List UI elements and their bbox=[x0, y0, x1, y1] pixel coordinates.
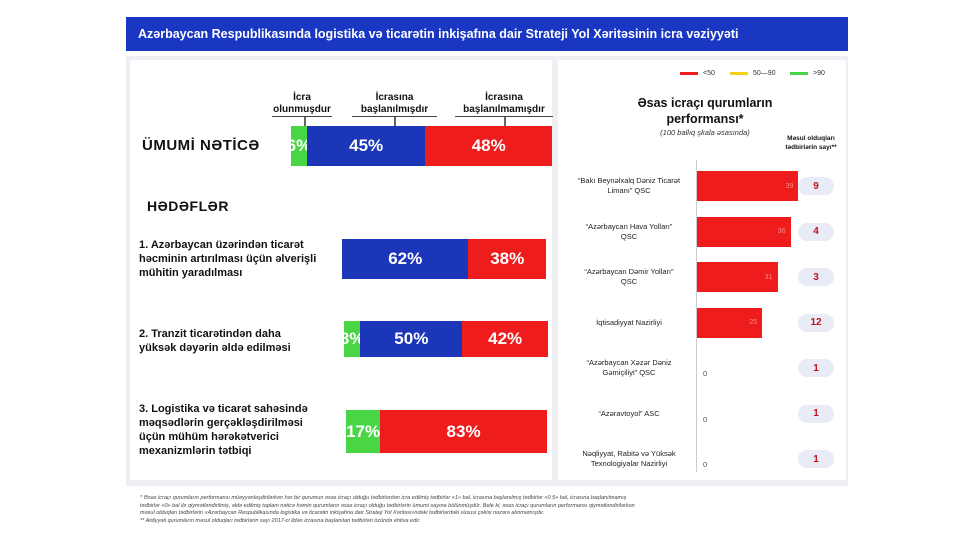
goal-1-label-line3: mühitin yaradılması bbox=[139, 267, 243, 279]
goal-1-label: 1. Azərbaycan üzərindən ticarət həcminin… bbox=[139, 238, 316, 280]
entity-label-line: Limanı” QSC bbox=[607, 186, 651, 195]
entity-label-line: Texnologiyalar Nazirliyi bbox=[590, 459, 668, 468]
entity-label-line: “Azərbaycan Xəzər Dəniz bbox=[586, 358, 672, 367]
col-header-done-line2: olunmuşdur bbox=[272, 104, 332, 117]
col-header-started-line1: İcrasına bbox=[375, 92, 414, 103]
legend-swatch-mid bbox=[730, 72, 748, 75]
measure-count-badge: 1 bbox=[798, 404, 834, 423]
entity-label-line: QSC bbox=[620, 231, 638, 241]
measure-count-badge: 9 bbox=[798, 177, 834, 195]
page-header: Azərbaycan Respublikasında logistika və … bbox=[126, 17, 848, 51]
goal-2-label-line1: 2. Tranzit ticarətindən daha bbox=[139, 328, 281, 340]
goal-3-label-line1: 3. Logistika və ticarət sahəsində bbox=[139, 403, 308, 415]
entity-label-line: “Bakı Beynəlxalq Dəniz Ticarət bbox=[577, 176, 681, 185]
goal-3-label-line2: məqsədlərin gerçəkləşdirilməsi bbox=[139, 417, 303, 429]
performance-bar: 31 bbox=[697, 262, 778, 292]
col-header-not-started-line1: İcrasına bbox=[485, 92, 523, 103]
entity-label-line: “Azərbaycan Hava Yolları” bbox=[585, 221, 673, 231]
col-header-not-started: İcrasına başlanılmamışdır bbox=[455, 92, 553, 117]
overall-segment-started: 45% bbox=[306, 126, 426, 166]
measure-count-badge: 1 bbox=[798, 359, 834, 377]
goal-1-label-line1: 1. Azərbaycan üzərindən ticarət bbox=[139, 239, 304, 251]
col-tick-not-started bbox=[504, 117, 506, 127]
col-header-not-started-line2: başlanılmamışdır bbox=[455, 104, 553, 117]
col-tick-done bbox=[304, 117, 306, 127]
goal-2-segment-started: 50% bbox=[360, 321, 463, 357]
entity-label-line: İqtisadiyyat Nazirliyi bbox=[596, 317, 662, 327]
count-header-line1: Məsul olduqları bbox=[787, 135, 835, 142]
entity-label: “Azərbaycan Dəmir Yolları” QSC bbox=[566, 267, 692, 287]
performance-title-line1: Əsas icraçı qurumların bbox=[637, 96, 773, 110]
performance-zero-label: 0 bbox=[703, 460, 708, 469]
col-tick-started bbox=[394, 117, 396, 127]
goal-2-label-line2: yüksək dəyərin əldə edilməsi bbox=[139, 342, 291, 354]
footnote-line3: məsul olduqları tədbirlərin «Azərbaycan … bbox=[140, 510, 545, 516]
entity-label-line: Gəmiçiliyi” QSC bbox=[602, 368, 656, 377]
performance-zero-label: 0 bbox=[703, 414, 708, 424]
goals-title: HƏDƏFLƏR bbox=[147, 198, 229, 214]
goal-2-segment-done: 8% bbox=[340, 321, 364, 357]
col-header-done-line1: İcra bbox=[293, 92, 311, 103]
footnote: * Əsas icraçı qurumların performansı müə… bbox=[140, 495, 845, 525]
goal-2-label: 2. Tranzit ticarətindən daha yüksək dəyə… bbox=[139, 327, 291, 355]
performance-axis bbox=[696, 160, 697, 472]
performance-bar: 25 bbox=[697, 307, 762, 338]
legend-item-high: >90 bbox=[790, 70, 825, 77]
goal-1-label-line2: həcminin artırılması üçün əlverişli bbox=[139, 253, 317, 265]
goal-3-bar: 17% 83% bbox=[346, 410, 547, 453]
overall-segment-not-started: 48% bbox=[425, 126, 552, 166]
legend-item-low: <50 bbox=[680, 70, 715, 77]
measure-count-badge: 12 bbox=[798, 313, 834, 332]
entity-label: İqtisadiyyat Nazirliyi bbox=[566, 318, 692, 328]
legend-label-low: <50 bbox=[703, 70, 715, 77]
performance-zero-label: 0 bbox=[703, 369, 708, 378]
col-header-done: İcra olunmuşdur bbox=[272, 92, 332, 117]
count-header-line2: tədbirlərin sayı** bbox=[785, 144, 837, 151]
measure-count-badge: 4 bbox=[798, 222, 834, 241]
performance-bar: 39 bbox=[697, 171, 799, 201]
goal-3-label-line3: üçün mühüm hərəkətverici bbox=[139, 431, 279, 443]
goal-3-segment-not-started: 83% bbox=[380, 410, 547, 453]
performance-title: Əsas icraçı qurumların performansı* bbox=[600, 95, 810, 127]
entity-label: “Bakı Beynəlxalq Dəniz Ticarət Limanı” QS… bbox=[566, 176, 692, 196]
legend-swatch-high bbox=[790, 72, 808, 75]
overall-label: ÜMUMİ NƏTİCƏ bbox=[142, 137, 260, 154]
footnote-line2: tədbirlər «0» bal ilə qiymətləndirilmiş,… bbox=[140, 502, 635, 509]
goal-3-segment-done: 17% bbox=[346, 410, 381, 453]
footnote-line4: ** Aidiyyəti qurumların məsul olduqları … bbox=[140, 517, 421, 524]
goal-2-segment-not-started: 42% bbox=[462, 321, 548, 357]
entity-label: “Azərbaycan Hava Yolları” QSC bbox=[566, 222, 692, 242]
measure-count-badge: 3 bbox=[798, 268, 834, 286]
performance-title-line2: performansı* bbox=[666, 112, 744, 126]
goal-1-segment-started: 62% bbox=[342, 239, 469, 279]
goal-2-bar: 8% 50% 42% bbox=[340, 321, 548, 357]
col-header-started-line2: başlanılmışdır bbox=[352, 104, 437, 117]
col-header-started: İcrasına başlanılmışdır bbox=[352, 92, 437, 117]
entity-label: “Azərbaycan Xəzər Dəniz Gəmiçiliyi” QSC bbox=[566, 358, 692, 378]
legend-swatch-low bbox=[680, 72, 698, 75]
performance-bar: 36 bbox=[697, 216, 791, 247]
entity-label: Nəqliyyat, Rabitə və Yüksək Texnologiyala… bbox=[566, 449, 692, 469]
performance-subtitle: (100 ballıq şkala əsasında) bbox=[660, 128, 750, 137]
goal-1-bar: 62% 38% bbox=[342, 239, 546, 279]
entity-label-line: Nəqliyyat, Rabitə və Yüksək bbox=[582, 449, 676, 458]
count-header: Məsul olduqları tədbirlərin sayı** bbox=[778, 134, 844, 152]
entity-label: “Azəravtoyol” ASC bbox=[566, 409, 692, 419]
entity-label-line: “Azərbaycan Dəmir Yolları” bbox=[584, 267, 674, 276]
measure-count-badge: 1 bbox=[798, 450, 834, 468]
goal-1-segment-not-started: 38% bbox=[468, 239, 546, 279]
goal-3-label-line4: mexanizmlərin tətbiqi bbox=[139, 445, 252, 457]
overall-segment-done: 6% bbox=[287, 126, 311, 166]
legend-label-high: >90 bbox=[813, 70, 825, 77]
legend-label-mid: 50—90 bbox=[753, 70, 776, 77]
header-title: Azərbaycan Respublikasında logistika və … bbox=[138, 27, 739, 41]
footnote-line1: * Əsas icraçı qurumların performansı müə… bbox=[140, 495, 627, 501]
goal-3-label: 3. Logistika və ticarət sahəsində məqsəd… bbox=[139, 402, 308, 458]
overall-bar: 6% 45% 48% bbox=[287, 126, 552, 166]
entity-label-line: “Azəravtoyol” ASC bbox=[598, 408, 660, 418]
legend-item-mid: 50—90 bbox=[730, 70, 776, 77]
entity-label-line: QSC bbox=[620, 277, 638, 286]
